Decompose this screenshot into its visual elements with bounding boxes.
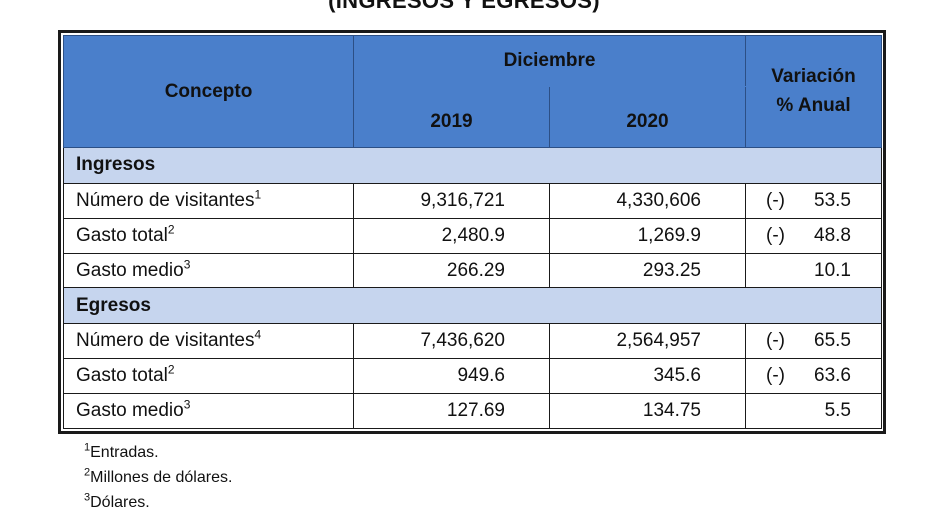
header-variation-line1: Variación xyxy=(771,66,856,87)
footnote: 1Entradas. xyxy=(84,441,159,461)
table-row: Gasto medio3 127.69 134.75 5.5 xyxy=(63,393,882,429)
table-row: Gasto total2 2,480.9 1,269.9 (-) 48.8 xyxy=(63,217,882,254)
header-year-2019: 2019 xyxy=(353,86,550,148)
row-label: Gasto total2 xyxy=(63,358,354,395)
row-label: Gasto medio3 xyxy=(63,252,354,289)
footnotes: 1Entradas. 2Millones de dólares. 3Dólare… xyxy=(84,440,232,515)
variation-cell: (-) 63.6 xyxy=(745,358,882,395)
section-row-egresos: Egresos xyxy=(63,287,882,325)
variation-cell: (-) 53.5 xyxy=(745,182,882,219)
table-title: (INGRESOS Y EGRESOS) xyxy=(328,0,600,13)
value-2019: 949.6 xyxy=(353,358,550,395)
value-2020: 1,269.9 xyxy=(549,217,746,254)
data-table-frame: Concepto Diciembre Variación % Anual 201… xyxy=(58,30,886,434)
section-label: Egresos xyxy=(63,287,882,325)
value-2020: 134.75 xyxy=(549,393,746,429)
value-2019: 7,436,620 xyxy=(353,323,550,360)
table-row: Gasto medio3 266.29 293.25 10.1 xyxy=(63,252,882,289)
section-label: Ingresos xyxy=(63,147,882,184)
value-2020: 2,564,957 xyxy=(549,323,746,360)
header-month: Diciembre xyxy=(353,35,746,87)
value-2020: 345.6 xyxy=(549,358,746,395)
variation-cell: 10.1 xyxy=(745,252,882,289)
variation-cell: (-) 65.5 xyxy=(745,323,882,360)
row-label: Número de visitantes1 xyxy=(63,182,354,219)
header-variation-line2: % Anual xyxy=(776,94,851,116)
header-year-2020: 2020 xyxy=(549,86,746,148)
variation-cell: 5.5 xyxy=(745,393,882,429)
value-2019: 127.69 xyxy=(353,393,550,429)
section-row-ingresos: Ingresos xyxy=(63,147,882,184)
table-row: Gasto total2 949.6 345.6 (-) 63.6 xyxy=(63,358,882,395)
value-2020: 293.25 xyxy=(549,252,746,289)
table-row: Número de visitantes1 9,316,721 4,330,60… xyxy=(63,182,882,219)
footnote: 3Dólares. xyxy=(84,491,150,511)
value-2019: 2,480.9 xyxy=(353,217,550,254)
value-2020: 4,330,606 xyxy=(549,182,746,219)
variation-cell: (-) 48.8 xyxy=(745,217,882,254)
data-table: Concepto Diciembre Variación % Anual 201… xyxy=(63,35,882,429)
value-2019: 9,316,721 xyxy=(353,182,550,219)
row-label: Número de visitantes4 xyxy=(63,323,354,360)
header-variation: Variación % Anual xyxy=(745,35,882,148)
footnote: 2Millones de dólares. xyxy=(84,466,233,486)
value-2019: 266.29 xyxy=(353,252,550,289)
table-row: Número de visitantes4 7,436,620 2,564,95… xyxy=(63,323,882,360)
header-concept: Concepto xyxy=(63,35,354,148)
row-label: Gasto total2 xyxy=(63,217,354,254)
row-label: Gasto medio3 xyxy=(63,393,354,429)
